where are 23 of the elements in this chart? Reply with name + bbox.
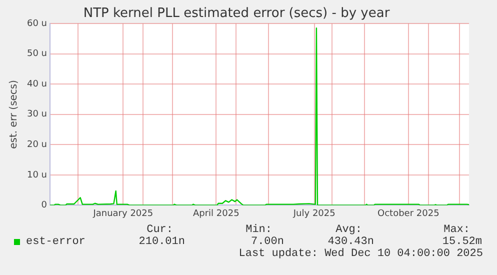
text: 210.01n [138,236,185,248]
text: Max: [444,224,470,236]
y-tick-label: 20 u [26,140,48,150]
text: Cur: [146,224,173,236]
x-tick-label: January 2025 [92,208,154,219]
text: Avg: [336,224,362,236]
y-tick-label: 50 u [26,49,48,60]
chart-title: NTP kernel PLL estimated error (secs) - by year [83,6,390,22]
text: Last update: Wed Dec 10 04:00:00 2025 [238,248,483,260]
y-tick-label: 60 u [26,18,48,29]
x-tick-label: July 2025 [292,208,336,219]
text: 15.52m [442,236,482,248]
x-tick-label: October 2025 [378,208,440,219]
y-tick-label: 10 u [26,170,48,180]
x-tick-label: April 2025 [192,208,240,219]
legend-label: est-error [25,236,86,248]
text: 7.00n [250,236,284,248]
y-axis-title: est. err (secs) [8,80,20,149]
text: 430.43n [328,236,374,248]
text: Min: [246,224,272,236]
y-tick-label: 40 u [26,79,48,90]
y-tick-label: 30 u [26,110,48,120]
y-tick-label: 0 [41,200,48,211]
